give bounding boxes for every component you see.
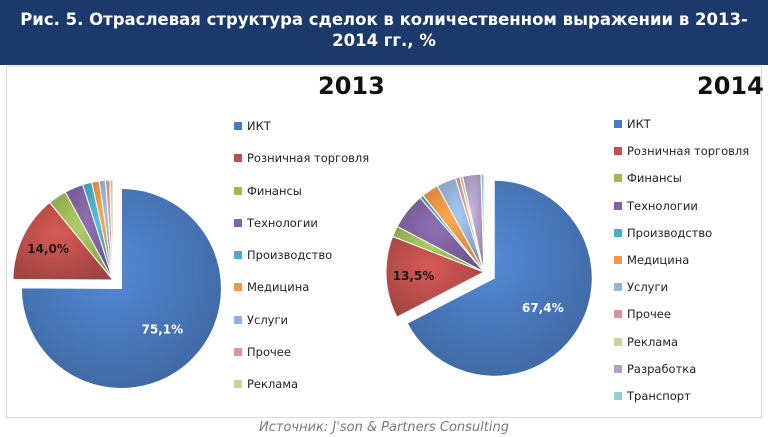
legend-item-2014-4: Производство	[614, 225, 749, 241]
legend-swatch	[234, 283, 242, 292]
legend-item-2014-0: ИКТ	[614, 116, 749, 132]
legend-item-2014-6: Услуги	[614, 279, 749, 295]
chart-title-2013: 2013	[318, 72, 385, 100]
legend-item-2014-10: Транспорт	[614, 388, 749, 404]
legend-item-2014-7: Прочее	[614, 306, 749, 322]
legend-swatch	[234, 380, 242, 389]
legend-label: Финансы	[247, 183, 302, 198]
legend-item-2013-6: Услуги	[234, 312, 369, 328]
legend-swatch	[234, 186, 242, 195]
legend-item-2014-5: Медицина	[614, 252, 749, 268]
legend-swatch	[234, 315, 242, 324]
legend-label: Розничная торговля	[627, 144, 750, 159]
legend-label: Медицина	[247, 280, 310, 295]
legend-item-2014-3: Технологии	[614, 198, 749, 214]
legend-item-2014-2: Финансы	[614, 170, 749, 186]
legend-item-2013-4: Производство	[234, 247, 369, 263]
legend-item-2014-9: Разработка	[614, 361, 749, 377]
legend-label: Производство	[247, 248, 333, 263]
chart-header: Рис. 5. Отраслевая структура сделок в ко…	[0, 0, 768, 65]
legend-item-2013-5: Медицина	[234, 279, 369, 295]
legend-2014: ИКТ Розничная торговля Финансы Технологии Пр…	[614, 116, 749, 415]
legend-item-2013-1: Розничная торговля	[234, 150, 369, 166]
legend-item-2013-7: Прочее	[234, 344, 369, 360]
legend-label: ИКТ	[247, 119, 271, 133]
legend-swatch	[614, 174, 622, 183]
legend-swatch	[614, 255, 622, 264]
legend-label: Розничная торговля	[247, 151, 370, 166]
chart-title-2014: 2014	[697, 72, 764, 100]
legend-swatch	[614, 147, 622, 156]
legend-swatch	[234, 218, 242, 227]
legend-item-2013-0: ИКТ	[234, 118, 369, 134]
legend-label: Медицина	[627, 252, 690, 267]
legend-swatch	[234, 154, 242, 163]
legend-label: Финансы	[627, 171, 682, 186]
legend-item-2013-8: Реклама	[234, 376, 369, 392]
legend-label: Прочее	[247, 345, 291, 360]
legend-label: Реклама	[627, 334, 679, 349]
legend-label: Производство	[627, 225, 713, 240]
legend-label: Услуги	[627, 280, 669, 295]
legend-swatch	[614, 283, 622, 292]
legend-swatch	[614, 201, 622, 210]
legend-swatch	[234, 251, 242, 260]
figure-title: Рис. 5. Отраслевая структура сделок в ко…	[20, 10, 748, 50]
legend-label: Технологии	[247, 215, 318, 230]
legend-item-2013-3: Технологии	[234, 215, 369, 231]
legend-item-2013-2: Финансы	[234, 183, 369, 199]
legend-label: Услуги	[247, 312, 289, 327]
legend-swatch	[614, 228, 622, 237]
legend-2013: ИКТ Розничная торговля Финансы Технологии Пр…	[234, 118, 369, 409]
legend-label: ИКТ	[627, 117, 651, 131]
legend-swatch	[614, 120, 622, 128]
legend-swatch	[614, 310, 622, 319]
legend-label: Разработка	[627, 361, 697, 376]
legend-label: Технологии	[627, 198, 698, 213]
legend-swatch	[234, 348, 242, 357]
legend-swatch	[614, 337, 622, 346]
legend-swatch	[614, 364, 622, 373]
legend-item-2014-1: Розничная торговля	[614, 143, 749, 159]
legend-item-2014-8: Реклама	[614, 334, 749, 350]
legend-label: Реклама	[247, 377, 299, 392]
legend-swatch	[234, 122, 242, 130]
source-note: Источник: J'son & Partners Consulting	[259, 420, 509, 435]
legend-swatch	[614, 391, 622, 400]
legend-label: Прочее	[627, 307, 671, 322]
legend-label: Транспорт	[627, 388, 691, 403]
